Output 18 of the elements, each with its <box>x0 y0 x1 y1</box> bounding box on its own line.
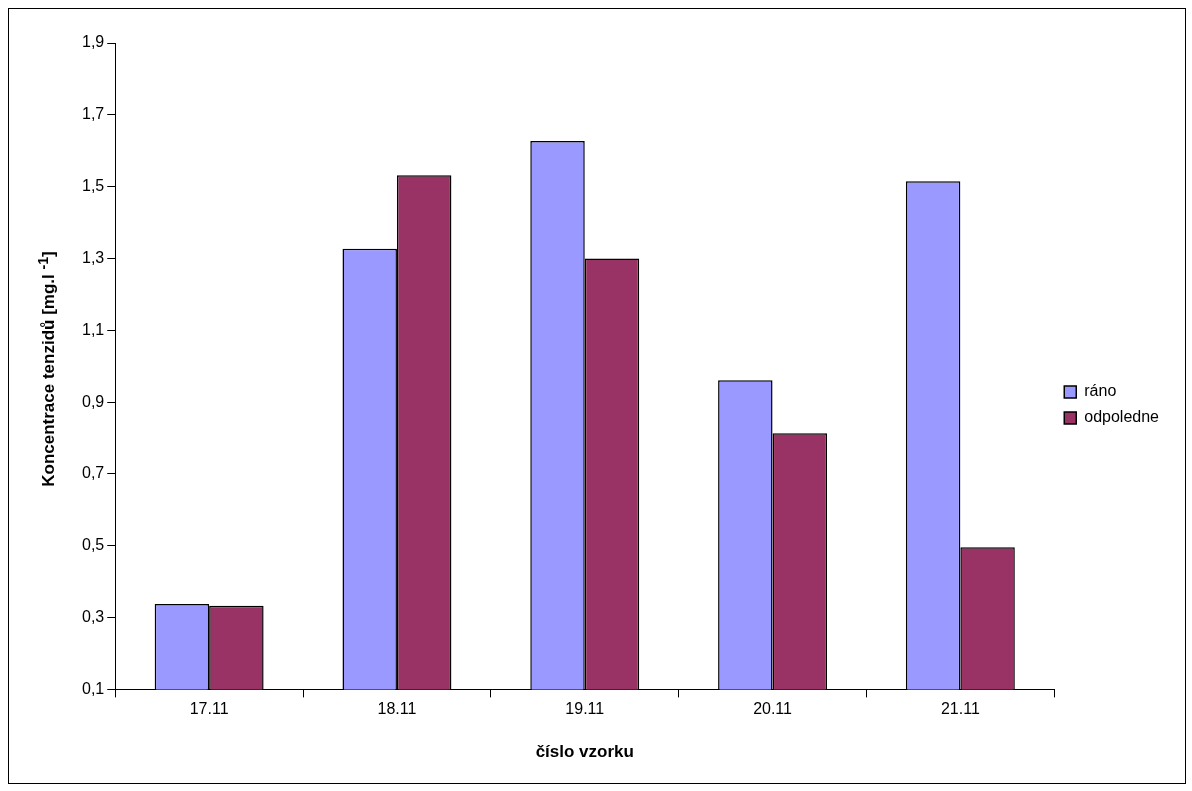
x-tick-label: 17.11 <box>189 700 229 718</box>
x-axis-title: číslo vzorku <box>535 742 634 762</box>
legend-label: odpoledne <box>1084 408 1160 426</box>
y-tick-label: 0,7 <box>81 464 105 482</box>
y-tick-label: 1,5 <box>81 177 105 195</box>
y-tick-label: 1,1 <box>81 320 105 338</box>
y-tick-label: 0,1 <box>81 679 105 697</box>
y-tick-label: 1,7 <box>81 105 105 123</box>
y-tick-label: 1,3 <box>81 248 105 266</box>
y-tick-label: 0,3 <box>81 607 105 625</box>
x-tick-label: 21.11 <box>940 700 980 718</box>
x-tick-label: 18.11 <box>377 700 417 718</box>
y-tick-label: 0,5 <box>81 536 105 554</box>
y-tick-label: 1,9 <box>81 33 105 51</box>
x-tick-label: 20.11 <box>753 700 793 718</box>
x-tick-label: 19.11 <box>565 700 605 718</box>
legend-label: ráno <box>1084 382 1117 400</box>
y-tick-label: 0,9 <box>81 392 105 410</box>
